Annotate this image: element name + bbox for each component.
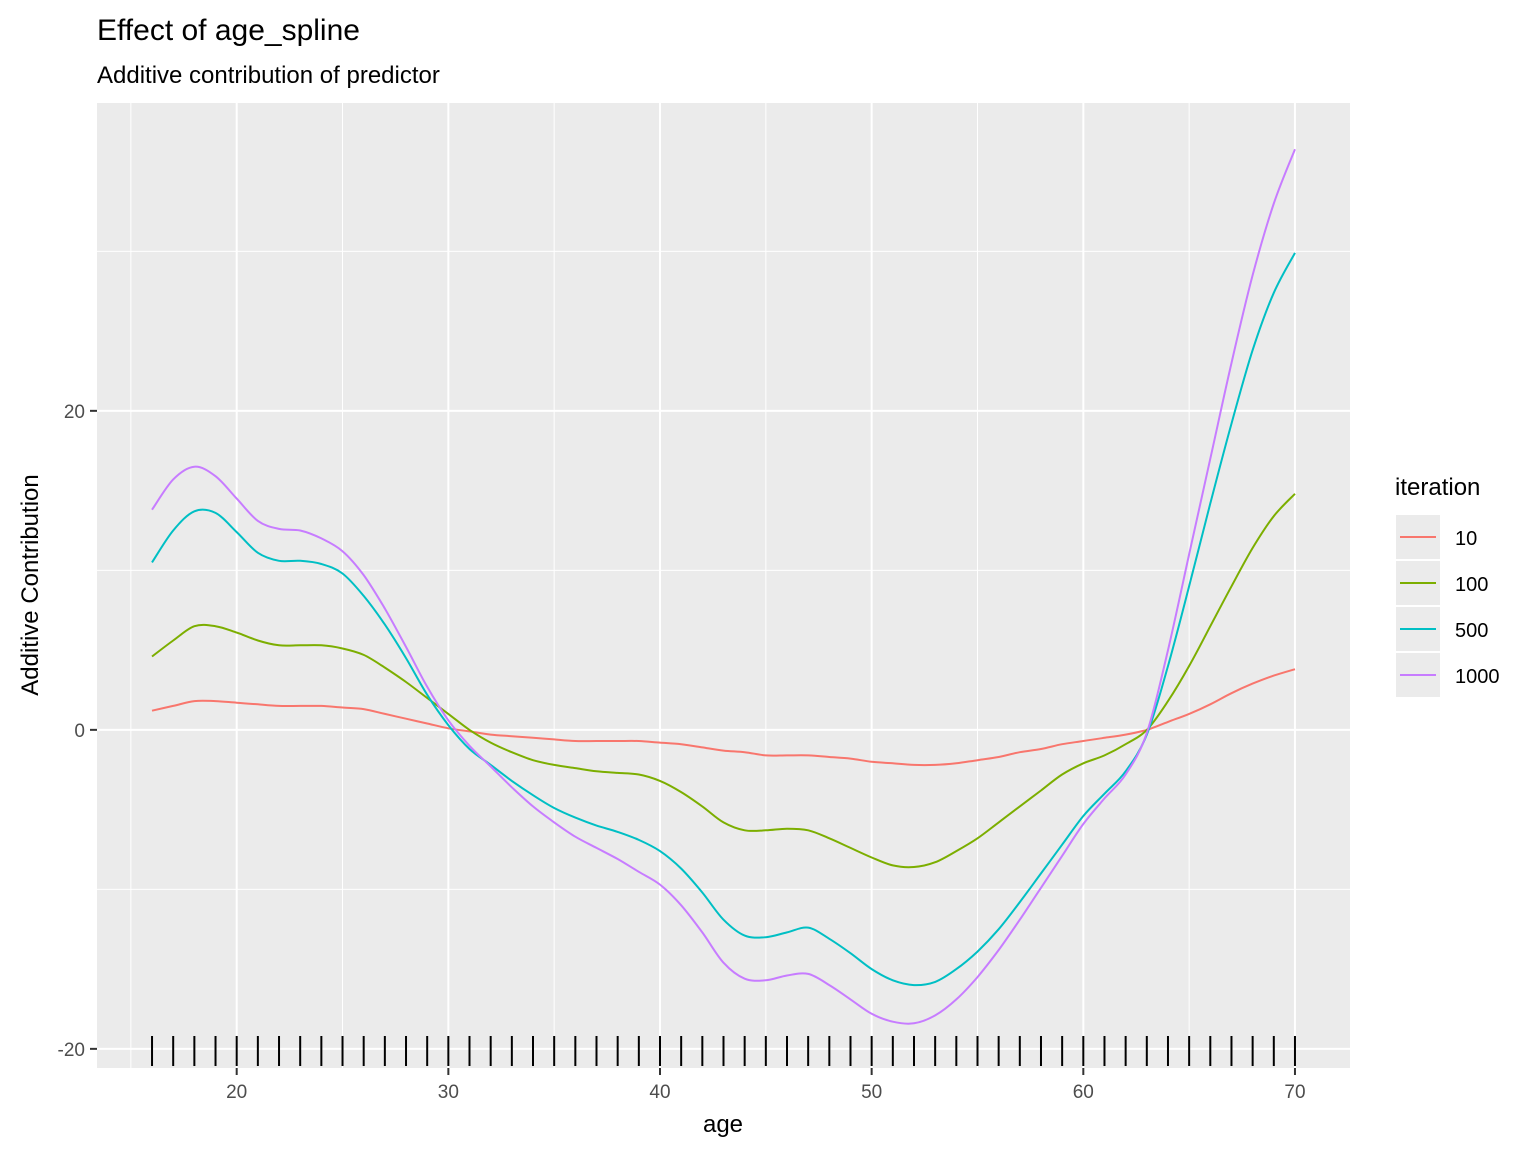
series-line-100 bbox=[151, 493, 1296, 869]
series-lines bbox=[151, 148, 1296, 1025]
x-tick-label: 30 bbox=[438, 1082, 459, 1103]
x-axis: 20 30 40 50 60 70 bbox=[226, 1068, 1306, 1103]
x-tick-label: 50 bbox=[861, 1082, 882, 1103]
legend-label-1000: 1000 bbox=[1455, 666, 1500, 688]
y-axis-label: Additive Contribution bbox=[17, 474, 44, 695]
x-tick-label: 20 bbox=[226, 1082, 247, 1103]
y-axis: -20 0 20 bbox=[58, 402, 97, 1061]
legend: iteration 10 100 500 1000 bbox=[1395, 474, 1500, 697]
x-tick-label: 70 bbox=[1284, 1082, 1305, 1103]
legend-label-100: 100 bbox=[1455, 574, 1488, 596]
y-tick-label: -20 bbox=[58, 1040, 85, 1061]
chart-title: Effect of age_spline bbox=[97, 14, 360, 47]
y-tick-label: 20 bbox=[64, 402, 85, 423]
legend-label-10: 10 bbox=[1455, 528, 1477, 550]
legend-title: iteration bbox=[1395, 474, 1480, 501]
series-line-500 bbox=[151, 252, 1296, 987]
rug bbox=[151, 1036, 1296, 1066]
legend-keys: 10 100 500 1000 bbox=[1396, 515, 1500, 697]
plot-panel bbox=[97, 103, 1350, 1068]
grid-major bbox=[97, 103, 1350, 1068]
x-tick-label: 60 bbox=[1073, 1082, 1094, 1103]
legend-label-500: 500 bbox=[1455, 620, 1488, 642]
chart-subtitle: Additive contribution of predictor bbox=[97, 62, 440, 89]
series-line-1000 bbox=[151, 148, 1296, 1025]
x-axis-label: age bbox=[703, 1111, 743, 1138]
series-line-10 bbox=[151, 668, 1296, 767]
y-tick-label: 0 bbox=[74, 721, 85, 742]
x-tick-label: 40 bbox=[649, 1082, 670, 1103]
